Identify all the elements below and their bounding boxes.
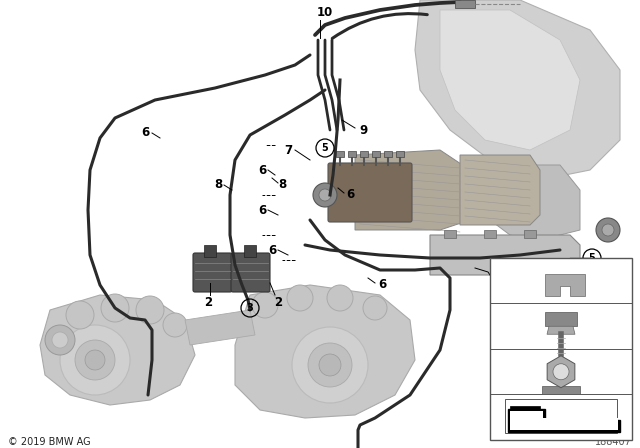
Bar bbox=[244, 245, 256, 257]
Polygon shape bbox=[460, 155, 540, 225]
Circle shape bbox=[363, 296, 387, 320]
Text: 7: 7 bbox=[284, 143, 292, 156]
Text: 2: 2 bbox=[204, 296, 212, 309]
Bar bbox=[336, 151, 344, 157]
Circle shape bbox=[66, 301, 94, 329]
Bar bbox=[384, 151, 392, 157]
Bar bbox=[455, 0, 475, 8]
FancyBboxPatch shape bbox=[231, 253, 270, 292]
Polygon shape bbox=[235, 285, 415, 418]
Text: 6: 6 bbox=[141, 126, 149, 139]
Circle shape bbox=[252, 292, 278, 318]
FancyBboxPatch shape bbox=[193, 253, 232, 292]
Text: 188407: 188407 bbox=[595, 437, 632, 447]
Bar bbox=[545, 312, 577, 326]
Text: 2: 2 bbox=[274, 296, 282, 309]
Polygon shape bbox=[547, 356, 575, 388]
Text: 5: 5 bbox=[322, 143, 328, 153]
Text: 5: 5 bbox=[498, 274, 506, 287]
Circle shape bbox=[163, 313, 187, 337]
Circle shape bbox=[75, 340, 115, 380]
Polygon shape bbox=[40, 295, 195, 405]
FancyBboxPatch shape bbox=[328, 163, 412, 222]
Bar bbox=[360, 151, 368, 157]
Polygon shape bbox=[510, 412, 618, 430]
Text: 6: 6 bbox=[258, 164, 266, 177]
Circle shape bbox=[553, 364, 569, 380]
Circle shape bbox=[313, 183, 337, 207]
Polygon shape bbox=[440, 10, 580, 150]
Text: 3: 3 bbox=[246, 303, 253, 313]
Circle shape bbox=[327, 285, 353, 311]
Circle shape bbox=[596, 218, 620, 242]
Text: 8: 8 bbox=[214, 178, 222, 191]
Polygon shape bbox=[485, 165, 580, 240]
Circle shape bbox=[136, 296, 164, 324]
Polygon shape bbox=[545, 274, 585, 296]
Circle shape bbox=[319, 189, 331, 201]
Bar bbox=[204, 245, 216, 257]
Polygon shape bbox=[355, 150, 470, 230]
Text: 5: 5 bbox=[589, 253, 595, 263]
Text: 3: 3 bbox=[498, 365, 506, 378]
Bar bbox=[490, 258, 632, 440]
Bar bbox=[444, 230, 456, 238]
Text: 8: 8 bbox=[278, 178, 286, 191]
Circle shape bbox=[45, 325, 75, 355]
Text: 6: 6 bbox=[378, 279, 386, 292]
Circle shape bbox=[52, 332, 68, 348]
Circle shape bbox=[101, 294, 129, 322]
Circle shape bbox=[308, 343, 352, 387]
Text: © 2019 BMW AG: © 2019 BMW AG bbox=[8, 437, 91, 447]
Bar bbox=[484, 230, 496, 238]
Text: 6: 6 bbox=[268, 244, 276, 257]
Polygon shape bbox=[542, 386, 580, 394]
Circle shape bbox=[85, 350, 105, 370]
Text: 1: 1 bbox=[493, 273, 501, 287]
Polygon shape bbox=[185, 310, 255, 345]
Bar bbox=[396, 151, 404, 157]
Text: 6: 6 bbox=[346, 189, 354, 202]
Polygon shape bbox=[508, 409, 620, 432]
Polygon shape bbox=[547, 326, 575, 334]
Bar bbox=[505, 400, 617, 433]
Bar bbox=[348, 151, 356, 157]
Text: 10: 10 bbox=[317, 5, 333, 18]
Text: 4: 4 bbox=[589, 280, 595, 290]
Text: 9: 9 bbox=[359, 124, 367, 137]
Text: 6: 6 bbox=[258, 203, 266, 216]
Circle shape bbox=[287, 285, 313, 311]
Polygon shape bbox=[570, 258, 600, 290]
Circle shape bbox=[602, 224, 614, 236]
Polygon shape bbox=[430, 235, 580, 275]
Bar bbox=[372, 151, 380, 157]
Text: 4: 4 bbox=[498, 320, 506, 333]
Circle shape bbox=[292, 327, 368, 403]
Bar bbox=[524, 230, 536, 238]
Circle shape bbox=[60, 325, 130, 395]
Circle shape bbox=[319, 354, 341, 376]
Polygon shape bbox=[510, 406, 617, 432]
Polygon shape bbox=[415, 0, 620, 180]
